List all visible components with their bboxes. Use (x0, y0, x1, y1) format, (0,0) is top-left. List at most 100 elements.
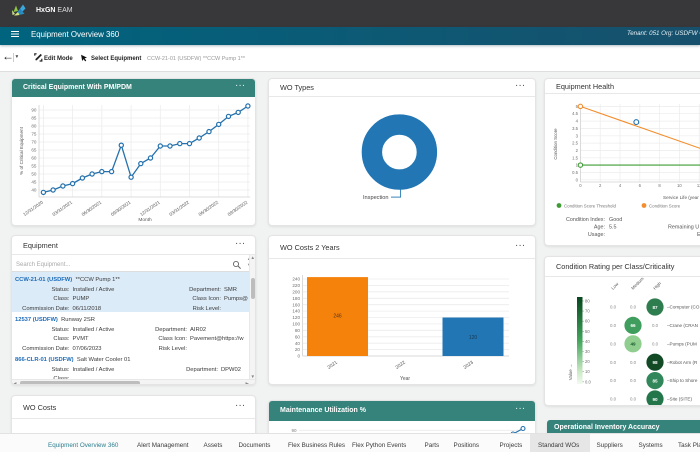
svg-text:75: 75 (31, 132, 37, 137)
svg-text:10: 10 (677, 183, 682, 188)
svg-text:Condition Score Threshold: Condition Score Threshold (564, 204, 616, 209)
svg-text:85: 85 (31, 116, 37, 121)
svg-text:Condition Score: Condition Score (649, 204, 681, 209)
svg-text:% of Critical Equipment: % of Critical Equipment (19, 126, 24, 174)
svg-text:–Robot Arm (R: –Robot Arm (R (667, 360, 698, 365)
svg-text:Month: Month (138, 217, 152, 223)
svg-text:8: 8 (658, 183, 661, 188)
svg-text:0.0: 0.0 (630, 378, 637, 383)
svg-text:4.5: 4.5 (572, 111, 578, 116)
svg-text:06/30/2022: 06/30/2022 (198, 199, 220, 217)
svg-text:2: 2 (599, 183, 602, 188)
svg-text:0.5: 0.5 (572, 170, 578, 175)
svg-text:Medium: Medium (630, 277, 645, 291)
svg-text:120: 120 (292, 315, 300, 320)
svg-text:246: 246 (333, 314, 342, 320)
svg-text:3: 3 (576, 133, 579, 138)
svg-text:90: 90 (291, 428, 297, 433)
svg-text:100: 100 (292, 322, 300, 327)
svg-text:45: 45 (31, 180, 37, 185)
svg-text:50: 50 (31, 172, 37, 177)
svg-text:85: 85 (652, 378, 658, 383)
svg-text:2021: 2021 (326, 360, 338, 371)
svg-text:5: 5 (576, 104, 579, 109)
svg-text:0.0: 0.0 (610, 341, 617, 346)
svg-text:40: 40 (295, 341, 301, 346)
svg-text:Low: Low (610, 281, 620, 291)
svg-text:Condition Score: Condition Score (553, 128, 558, 160)
svg-text:49: 49 (630, 342, 636, 347)
svg-text:200: 200 (292, 289, 300, 294)
svg-text:12/31/2020: 12/31/2020 (22, 199, 44, 217)
svg-text:Usage:: Usage: (588, 232, 605, 238)
svg-text:3.5: 3.5 (572, 126, 578, 131)
svg-text:40: 40 (585, 339, 590, 344)
svg-text:98: 98 (652, 360, 658, 365)
svg-text:12: 12 (697, 183, 700, 188)
svg-text:60: 60 (295, 334, 301, 339)
svg-text:0.0: 0.0 (630, 360, 637, 365)
svg-text:0.0: 0.0 (610, 323, 617, 328)
svg-text:1.5: 1.5 (572, 155, 578, 160)
svg-text:10: 10 (585, 369, 590, 374)
svg-text:Inspection: Inspection (363, 195, 389, 201)
svg-text:09/30/2021: 09/30/2021 (110, 199, 132, 217)
svg-text:0: 0 (576, 177, 579, 182)
svg-text:–Pumps (PUM: –Pumps (PUM (667, 341, 697, 346)
svg-text:High: High (652, 280, 662, 290)
svg-text:90: 90 (652, 397, 658, 402)
svg-text:–Computer (CO: –Computer (CO (667, 305, 700, 310)
svg-text:0.0: 0.0 (610, 397, 617, 402)
svg-text:4: 4 (576, 119, 579, 124)
svg-text:140: 140 (292, 309, 300, 314)
svg-text:0.0: 0.0 (652, 341, 659, 346)
svg-text:55: 55 (31, 164, 37, 169)
svg-text:2.5: 2.5 (572, 141, 578, 146)
svg-text:–Site (SITE): –Site (SITE) (667, 397, 692, 402)
svg-text:6: 6 (639, 183, 642, 188)
svg-text:20: 20 (295, 347, 301, 352)
svg-text:Age:: Age: (594, 225, 605, 231)
svg-text:40: 40 (31, 188, 37, 193)
svg-text:09/30/2022: 09/30/2022 (227, 199, 249, 217)
svg-text:0.0: 0.0 (610, 360, 617, 365)
svg-text:70: 70 (585, 309, 590, 314)
svg-text:30: 30 (585, 349, 590, 354)
svg-text:0.0: 0.0 (610, 305, 617, 310)
svg-text:Year: Year (400, 376, 410, 382)
svg-text:Value →: Value → (568, 364, 573, 381)
svg-text:65: 65 (31, 148, 37, 153)
svg-text:0.0: 0.0 (585, 379, 591, 384)
svg-text:160: 160 (292, 302, 300, 307)
svg-text:60: 60 (585, 319, 590, 324)
svg-text:12/31/2021: 12/31/2021 (139, 199, 161, 217)
svg-text:5.5: 5.5 (609, 225, 617, 231)
svg-text:20: 20 (585, 359, 590, 364)
svg-text:120: 120 (469, 335, 478, 341)
svg-text:Service Life (year: Service Life (year (663, 195, 699, 200)
svg-text:E: E (697, 232, 700, 238)
svg-text:–Crane (CRAN: –Crane (CRAN (667, 323, 698, 328)
svg-text:180: 180 (292, 296, 300, 301)
svg-text:0.0: 0.0 (630, 305, 637, 310)
svg-text:66: 66 (630, 323, 636, 328)
svg-text:4: 4 (619, 183, 622, 188)
svg-text:2: 2 (576, 148, 579, 153)
svg-text:240: 240 (292, 277, 300, 282)
svg-text:Condition Index:: Condition Index: (566, 217, 605, 223)
svg-text:87: 87 (652, 305, 658, 310)
svg-text:0.0: 0.0 (652, 323, 659, 328)
svg-text:220: 220 (292, 283, 300, 288)
svg-text:Good: Good (609, 217, 622, 223)
svg-text:0: 0 (297, 354, 300, 359)
svg-text:06/30/2021: 06/30/2021 (81, 199, 103, 217)
svg-text:Remaining U: Remaining U (668, 225, 699, 231)
svg-text:1: 1 (576, 163, 579, 168)
svg-text:2022: 2022 (394, 360, 406, 371)
svg-text:50: 50 (585, 329, 590, 334)
svg-text:03/31/2022: 03/31/2022 (168, 199, 190, 217)
svg-text:2023: 2023 (462, 360, 474, 371)
svg-text:0: 0 (579, 183, 582, 188)
svg-text:0.0: 0.0 (610, 378, 617, 383)
svg-text:80: 80 (295, 328, 301, 333)
